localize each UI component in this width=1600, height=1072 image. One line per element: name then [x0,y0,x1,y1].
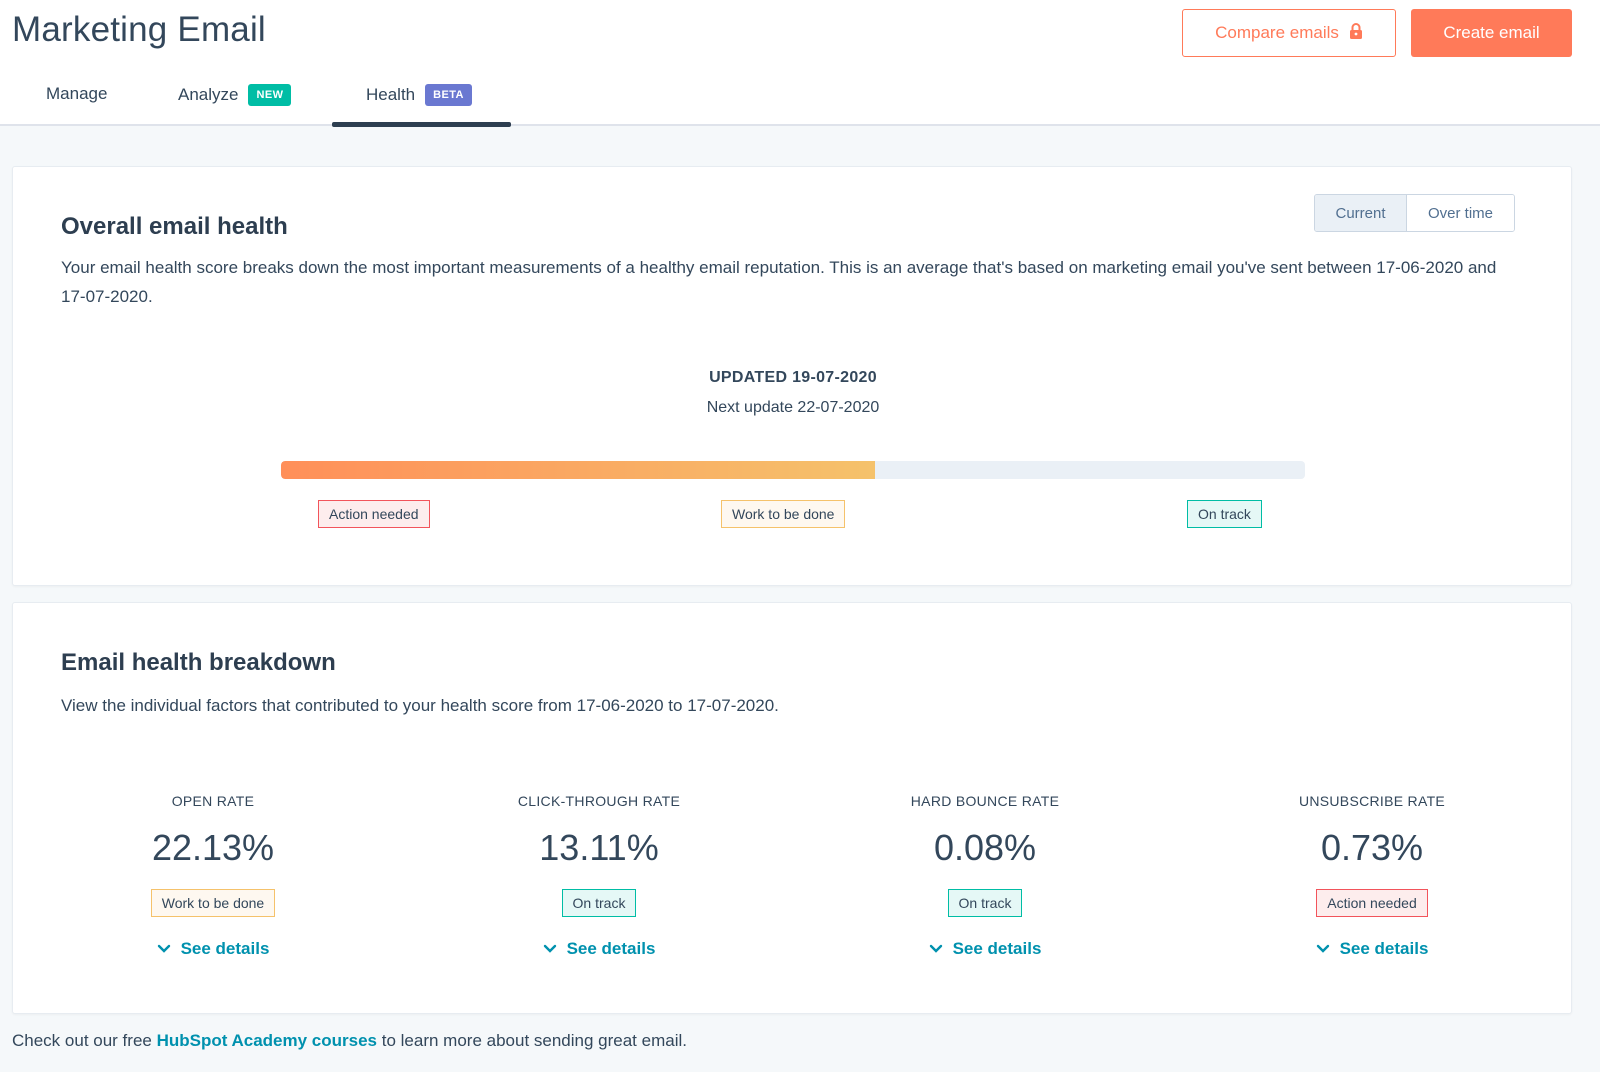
tab-health-label: Health [366,85,416,104]
scale-work-to-be-done: Work to be done [721,500,846,528]
see-details-link[interactable]: See details [449,939,749,959]
overall-health-title: Overall email health [61,213,288,240]
overall-health-description: Your email health score breaks down the … [61,258,1497,306]
status-badge: On track [561,889,637,917]
breakdown-title: Email health breakdown [61,649,336,676]
tab-analyze-label: Analyze [178,85,239,104]
see-details-label: See details [566,939,656,958]
footer-post: to learn more about sending great email. [377,1031,687,1050]
see-details-link[interactable]: See details [835,939,1135,959]
metric-label: HARD BOUNCE RATE [910,793,1060,809]
health-breakdown-card: Email health breakdown View the individu… [12,602,1572,1014]
hubspot-academy-link[interactable]: HubSpot Academy courses [156,1031,378,1050]
new-badge: NEW [248,84,292,106]
metric-open-rate: OPEN RATE 22.13% Work to be done See det… [63,793,363,959]
status-badge: Work to be done [150,889,276,917]
metric-value: 0.73% [1320,827,1424,868]
create-email-button[interactable]: Create email [1411,9,1572,57]
metric-label: OPEN RATE [171,793,255,809]
scale-action-needed: Action needed [318,500,430,528]
status-badge: Action needed [1316,889,1428,917]
breakdown-description: View the individual factors that contrib… [61,696,779,715]
metric-value: 0.08% [933,827,1037,868]
metric-value: 13.11% [539,827,659,868]
chevron-down-icon [1316,939,1330,959]
tab-manage-label: Manage [46,84,108,103]
metric-hard-bounce-rate: HARD BOUNCE RATE 0.08% On track See deta… [835,793,1135,959]
see-details-label: See details [952,939,1042,958]
see-details-link[interactable]: See details [63,939,363,959]
toggle-over-time[interactable]: Over time [1407,195,1514,231]
compare-emails-button[interactable]: Compare emails [1182,9,1396,57]
see-details-label: See details [180,939,270,958]
next-update-date: Next update 22-07-2020 [706,399,880,416]
toggle-current[interactable]: Current [1315,195,1407,231]
lock-icon [1349,22,1363,44]
see-details-link[interactable]: See details [1222,939,1522,959]
view-toggle: Current Over time [1314,194,1515,232]
metric-label: CLICK-THROUGH RATE [517,793,681,809]
compare-emails-label: Compare emails [1215,23,1339,42]
status-badge: On track [947,889,1023,917]
metric-click-through-rate: CLICK-THROUGH RATE 13.11% On track See d… [449,793,749,959]
tab-health[interactable]: Health BETA [366,84,472,106]
scale-on-track: On track [1187,500,1262,528]
see-details-label: See details [1339,939,1429,958]
beta-badge: BETA [425,84,472,106]
health-score-bar [281,461,1305,479]
top-header: Marketing Email Compare emails Create em… [0,0,1600,127]
metric-unsubscribe-rate: UNSUBSCRIBE RATE 0.73% Action needed See… [1222,793,1522,959]
chevron-down-icon [157,939,171,959]
footer-pre: Check out our free [12,1031,157,1050]
footer-text: Check out our free HubSpot Academy cours… [12,1031,687,1051]
tab-analyze[interactable]: Analyze NEW [178,84,292,106]
active-tab-indicator [332,122,511,127]
health-score-fill [281,461,875,479]
tab-manage[interactable]: Manage [46,84,107,104]
chevron-down-icon [929,939,943,959]
chevron-down-icon [543,939,557,959]
page-title: Marketing Email [12,10,266,49]
metric-label: UNSUBSCRIBE RATE [1298,793,1446,809]
overall-health-card: Overall email health Your email health s… [12,166,1572,586]
updated-date: UPDATED 19-07-2020 [709,369,877,386]
metric-value: 22.13% [151,827,275,868]
